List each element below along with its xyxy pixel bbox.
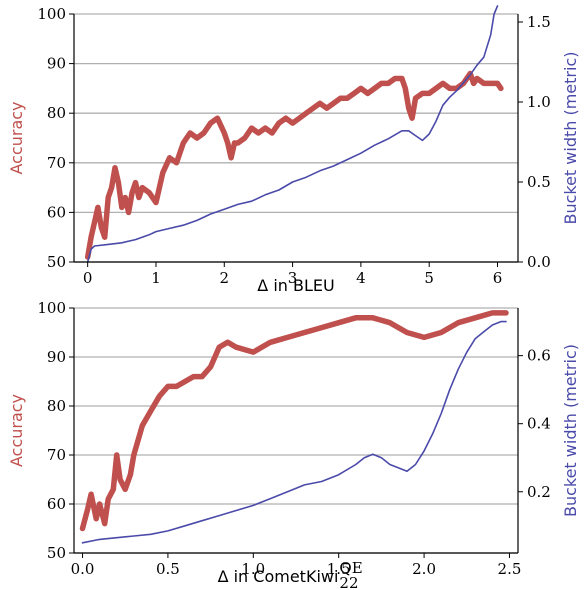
panel1-x-tick-label-2: 2	[220, 269, 230, 287]
panel2-y-left-tick-label-1: 60	[47, 495, 66, 513]
panel2-x-tick-label-2: 1.0	[241, 560, 265, 578]
panel1-x-tick-label-5: 5	[424, 269, 434, 287]
panel2-y-right-tick-label-1: 0.4	[527, 415, 551, 433]
panel1-x-tick-label-1: 1	[151, 269, 161, 287]
panel2-y-right-tick-label-0: 0.2	[527, 483, 551, 501]
panel2-x-tick-label-0: 0.0	[71, 560, 95, 578]
panel1-y-left-tick-label-4: 90	[47, 55, 66, 73]
panel1-y-left-tick-label-2: 70	[47, 154, 66, 172]
panel1-y-left-tick-label-5: 100	[37, 5, 66, 23]
panel2-y-left-tick-label-2: 70	[47, 446, 66, 464]
panel1-x-axis-label: Δ in BLEU	[257, 276, 334, 295]
panel2-y-left-axis-label: Accuracy	[7, 394, 26, 467]
panel2-y-right-axis-label: Bucket width (metric)	[561, 344, 580, 517]
panel2-x-axis-label-superscript: QE	[339, 559, 362, 577]
panel1-y-left-tick-label-3: 80	[47, 104, 66, 122]
panel2-y-left-tick-label-3: 80	[47, 397, 66, 415]
panel1-y-left-tick-label-0: 50	[47, 253, 66, 271]
panel1-y-left-tick-label-1: 60	[47, 203, 66, 221]
panel2-x-axis-label: Δ in CometKiwi	[218, 567, 339, 586]
panel1-bucket-width-line	[86, 5, 499, 263]
panel1-y-right-axis-label: Bucket width (metric)	[561, 51, 580, 224]
panel2-y-left-tick-label-5: 100	[37, 299, 66, 317]
panel2-x-tick-label-1: 0.5	[156, 560, 180, 578]
panel1-accuracy-line	[84, 70, 504, 260]
panel2-x-tick-label-4: 2.0	[412, 560, 436, 578]
panel1-x-tick-label-6: 6	[493, 269, 503, 287]
panel2-y-left-tick-label-0: 50	[47, 544, 66, 562]
panel1-y-right-tick-label-1: 0.5	[527, 173, 551, 191]
panel2-accuracy-line	[79, 310, 509, 532]
panel2-y-right-tick-label-2: 0.6	[527, 347, 551, 365]
panel1-y-right-tick-label-3: 1.5	[527, 13, 551, 31]
panel1-y-right-tick-label-0: 0.0	[527, 253, 551, 271]
panel1-x-tick-label-3: 3	[288, 269, 298, 287]
panel1-y-left-axis-label: Accuracy	[7, 101, 26, 174]
panel1-y-right-tick-label-2: 1.0	[527, 93, 551, 111]
panel2-x-tick-label-5: 2.5	[498, 560, 522, 578]
panel1-x-tick-label-0: 0	[83, 269, 93, 287]
panel2-y-left-tick-label-4: 90	[47, 348, 66, 366]
panel2-x-tick-label-3: 1.5	[327, 560, 351, 578]
panel2-x-axis-label-subscript: 22	[339, 574, 358, 590]
panel1-x-tick-label-4: 4	[356, 269, 366, 287]
panel2-bucket-width-line	[81, 320, 507, 544]
